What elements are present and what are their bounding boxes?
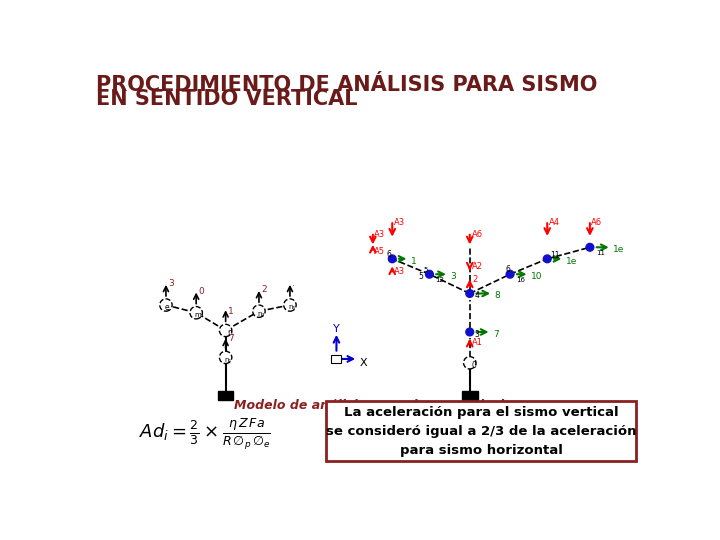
Text: n₁: n₁ [224,357,231,363]
Circle shape [586,244,594,251]
Text: A1: A1 [472,338,483,347]
Text: 0: 0 [199,287,204,296]
Text: 6: 6 [386,251,391,260]
Circle shape [190,307,202,319]
Text: A6: A6 [472,230,483,239]
Text: 0: 0 [472,361,476,370]
Text: 6: 6 [505,265,510,274]
Bar [462,390,477,400]
Text: .: . [292,279,295,288]
Text: 1e: 1e [613,245,624,254]
Text: EN SENTIDO VERTICAL: EN SENTIDO VERTICAL [96,90,358,110]
Text: m₃: m₃ [194,312,204,318]
Text: 5: 5 [423,267,428,273]
Text: 10: 10 [531,272,542,281]
Text: Modelo de análisis para sismo vertical: Modelo de análisis para sismo vertical [234,400,504,413]
Text: X: X [360,358,367,368]
Text: $Ad_i = \frac{2}{3} \times \frac{\eta\, Z\, Fa}{R\, \emptyset_p\, \emptyset_e}$: $Ad_i = \frac{2}{3} \times \frac{\eta\, … [139,417,271,452]
Circle shape [544,255,551,262]
Circle shape [466,328,474,336]
Text: e: e [164,303,169,312]
Circle shape [253,305,265,318]
Bar [331,355,341,363]
Circle shape [284,299,296,311]
Text: A3: A3 [374,230,385,239]
Text: A3: A3 [394,218,405,227]
Text: La aceleración para el sismo vertical
se consideró igual a 2/3 de la aceleración: La aceleración para el sismo vertical se… [326,406,636,457]
Text: n₅: n₅ [289,305,296,310]
Text: 8: 8 [495,291,500,300]
Text: n: n [228,328,232,338]
Text: 5: 5 [418,272,423,281]
Text: 7: 7 [228,334,234,343]
Text: 3: 3 [451,272,456,281]
Text: 12: 12 [436,278,444,284]
Circle shape [464,356,476,369]
Circle shape [466,289,474,298]
Circle shape [220,351,232,363]
Bar [326,401,636,461]
Text: 3: 3 [168,279,174,288]
Text: n₃: n₃ [258,310,265,316]
Circle shape [506,271,514,278]
Text: Y: Y [333,324,339,334]
Bar [218,390,233,400]
Text: 1: 1 [411,256,417,266]
Circle shape [426,271,433,278]
Text: 7: 7 [493,330,499,339]
Text: 3: 3 [474,330,480,339]
Text: 11: 11 [596,251,605,256]
Text: PROCEDIMIENTO DE ANÁLISIS PARA SISMO: PROCEDIMIENTO DE ANÁLISIS PARA SISMO [96,75,598,95]
Text: 4: 4 [474,291,480,300]
Text: A6: A6 [591,218,603,227]
Text: A5: A5 [374,247,385,256]
Text: A3: A3 [394,267,405,276]
Circle shape [220,325,232,336]
Text: 16: 16 [516,278,526,284]
Circle shape [388,255,396,262]
Text: A2: A2 [472,262,483,271]
Text: 11: 11 [550,251,560,260]
Circle shape [160,299,172,311]
Text: 1e: 1e [566,256,577,266]
Text: A4: A4 [549,218,560,227]
Text: 2: 2 [472,275,477,284]
Text: 2: 2 [261,285,267,294]
Text: 1: 1 [228,307,234,316]
